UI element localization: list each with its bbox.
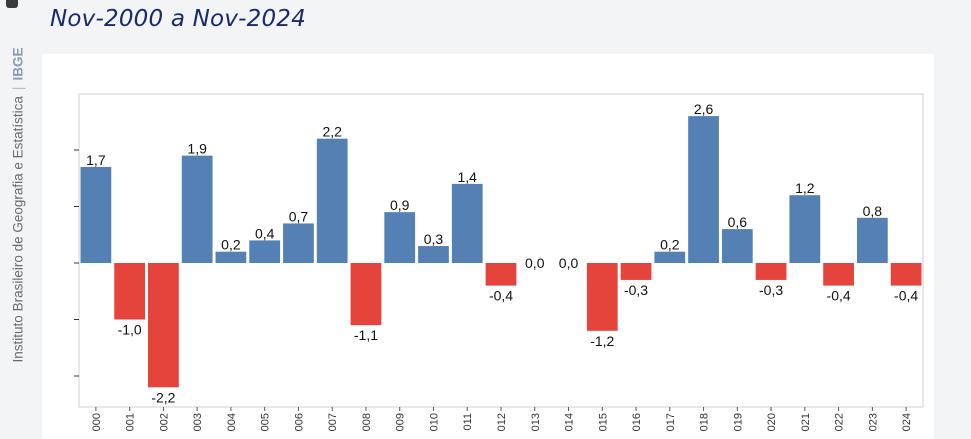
data-label: -0,4 [827,288,851,304]
data-label: -0,3 [759,282,783,298]
data-label: 0,6 [728,214,748,230]
data-label: 0,3 [424,231,444,247]
data-label: 1,4 [458,169,478,185]
separator: | [10,86,26,91]
bar [789,195,821,263]
bar [620,263,652,280]
chart-panel: 1,7 000 -1,0 001 -2,2 002 1,9 003 0,2 004 0,4 005 0,… [42,54,934,439]
bar [755,263,787,280]
data-label: 0,8 [863,203,883,219]
x-tick-label: 019 [732,413,744,431]
x-tick-label: 020 [766,413,778,431]
data-label: 0,4 [255,225,275,241]
bar [451,183,483,263]
bar [350,263,382,326]
data-label: 2,2 [322,124,342,140]
data-label: 0,2 [660,237,680,253]
data-label: -1,0 [118,322,142,338]
logo-mark-icon [6,0,18,8]
x-tick-label: 007 [327,413,339,431]
x-tick-label: 002 [158,413,170,431]
bar [418,246,449,263]
bar [114,263,146,320]
x-tick-label: 016 [631,413,643,431]
x-tick-label: 005 [260,413,272,431]
x-tick-label: 022 [834,413,846,431]
bar [890,263,922,286]
bar-chart: 1,7 000 -1,0 001 -2,2 002 1,9 003 0,2 004 0,4 005 0,… [74,93,924,431]
sidebar: Instituto Brasileiro de Geografia e Esta… [0,0,36,439]
bar [586,263,618,331]
data-label: 0,2 [221,237,241,253]
org-abbr: IBGE [10,47,26,81]
bar [181,155,213,263]
bar [856,217,888,263]
data-label: 1,2 [795,180,815,196]
x-tick-label: 006 [293,413,305,431]
sidebar-label: Instituto Brasileiro de Geografia e Esta… [11,48,26,363]
x-tick-label: 013 [530,413,542,431]
data-label: -0,4 [489,288,513,304]
x-tick-label: 010 [428,413,440,431]
data-label: 1,7 [86,152,106,168]
bar [823,263,854,286]
x-tick-label: 001 [125,413,137,431]
x-tick-label: 021 [800,413,812,431]
data-label: 0,9 [390,197,410,213]
bar [688,116,719,263]
bar [384,212,416,263]
x-tick-label: 000 [91,413,103,431]
data-label: 1,9 [187,141,207,157]
bar [721,229,753,263]
bar [148,263,179,388]
bar [485,263,517,286]
x-tick-label: 011 [462,413,474,431]
x-tick-label: 004 [226,413,238,431]
data-label: -1,1 [354,327,378,343]
data-label: 0,7 [289,208,309,224]
bar [316,138,348,263]
x-tick-label: 009 [395,413,407,431]
data-label: -1,2 [590,333,614,349]
data-label: -0,3 [624,282,648,298]
bar [80,166,112,263]
x-tick-label: 003 [192,413,204,431]
bar [215,251,247,263]
org-name: Instituto Brasileiro de Geografia e Esta… [10,96,26,363]
x-tick-label: 018 [699,413,711,431]
x-tick-label: 015 [597,413,609,431]
data-label: 0,0 [559,255,579,271]
x-tick-label: 008 [361,413,373,431]
data-label: -2,2 [151,389,175,405]
x-tick-label: 023 [867,413,879,431]
x-tick-label: 014 [564,413,576,431]
bar [249,240,281,263]
plot-frame [78,93,924,408]
bar [654,251,686,263]
data-label: 2,6 [694,101,714,117]
bar [283,223,314,263]
x-tick-label: 012 [496,413,508,431]
data-label: 0,0 [525,255,545,271]
data-label: -0,4 [894,288,918,304]
x-tick-label: 024 [901,413,913,431]
x-tick-label: 017 [665,413,677,431]
chart-subtitle: Nov-2000 a Nov-2024 [50,6,306,32]
